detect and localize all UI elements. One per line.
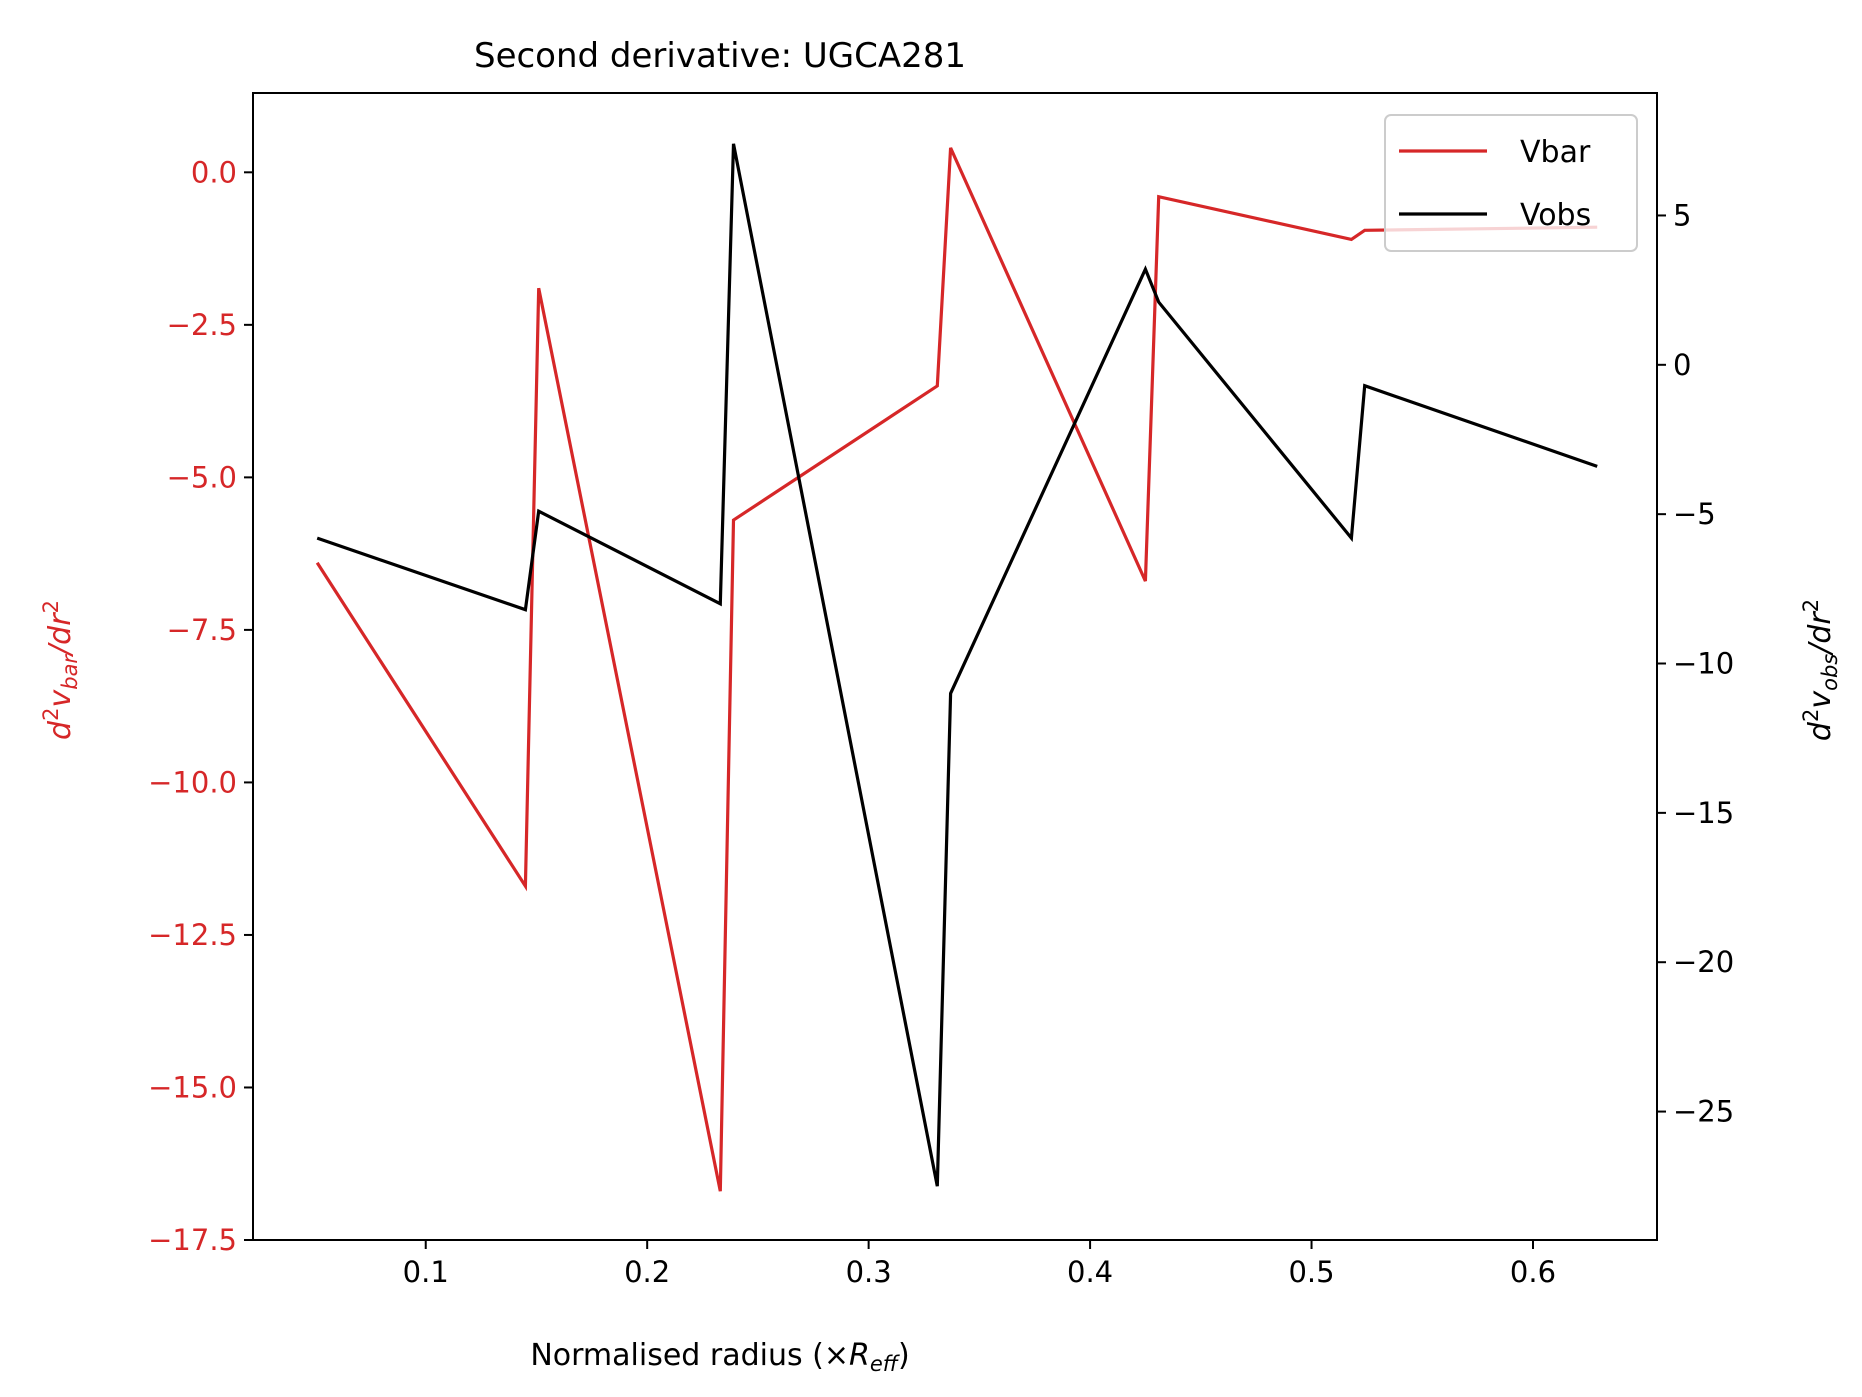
chart-title: Second derivative: UGCA281 [474, 36, 966, 76]
y-left-tick-label: −5.0 [167, 460, 237, 494]
y-right-tick-label: −15 [1673, 796, 1734, 830]
y-left-tick-label: −15.0 [148, 1070, 237, 1104]
legend-label-vobs: Vobs [1520, 198, 1591, 233]
y-axis-left-label: d2vbar/dr2 [39, 600, 82, 740]
y-left-tick-label: −12.5 [148, 918, 237, 952]
x-tick-label: 0.4 [1067, 1255, 1113, 1289]
y-right-tick-label: 5 [1673, 198, 1691, 232]
y-right-tick-label: −25 [1673, 1095, 1734, 1129]
x-tick-label: 0.3 [846, 1255, 892, 1289]
y-left-tick-label: −2.5 [167, 308, 237, 342]
y-axis-left: 0.0 −2.5 −5.0 −7.5 −10.0 −12.5 −15.0 −17.5 [148, 155, 253, 1257]
legend-box [1384, 114, 1638, 252]
y-left-tick-label: −7.5 [167, 613, 237, 647]
x-tick-label: 0.6 [1510, 1255, 1556, 1289]
plot-area [252, 92, 1658, 1241]
y-left-tick-label: 0.0 [191, 155, 237, 189]
x-axis-label: Normalised radius (×Reff) [530, 1338, 909, 1376]
legend: Vbar Vobs [1384, 114, 1638, 252]
plot-frame [252, 92, 1658, 1241]
series-layer [315, 143, 1598, 1192]
series-line-vbar [315, 147, 1598, 1192]
y-left-tick-label: −17.5 [148, 1223, 237, 1257]
y-axis-right: 5 0 −5 −10 −15 −20 −25 [1657, 198, 1734, 1129]
x-tick-label: 0.5 [1288, 1255, 1334, 1289]
series-line-vobs [316, 143, 1598, 1187]
x-axis: 0.1 0.2 0.3 0.4 0.5 0.6 [403, 1240, 1556, 1289]
y-right-tick-label: −5 [1673, 497, 1716, 531]
y-right-tick-label: −10 [1673, 647, 1734, 681]
legend-label-vbar: Vbar [1520, 135, 1591, 170]
y-left-tick-label: −10.0 [148, 765, 237, 799]
y-axis-right-label: d2vobs/dr2 [1799, 599, 1842, 741]
y-right-tick-label: −20 [1673, 945, 1734, 979]
y-right-tick-label: 0 [1673, 348, 1691, 382]
x-tick-label: 0.1 [403, 1255, 449, 1289]
x-tick-label: 0.2 [624, 1255, 670, 1289]
